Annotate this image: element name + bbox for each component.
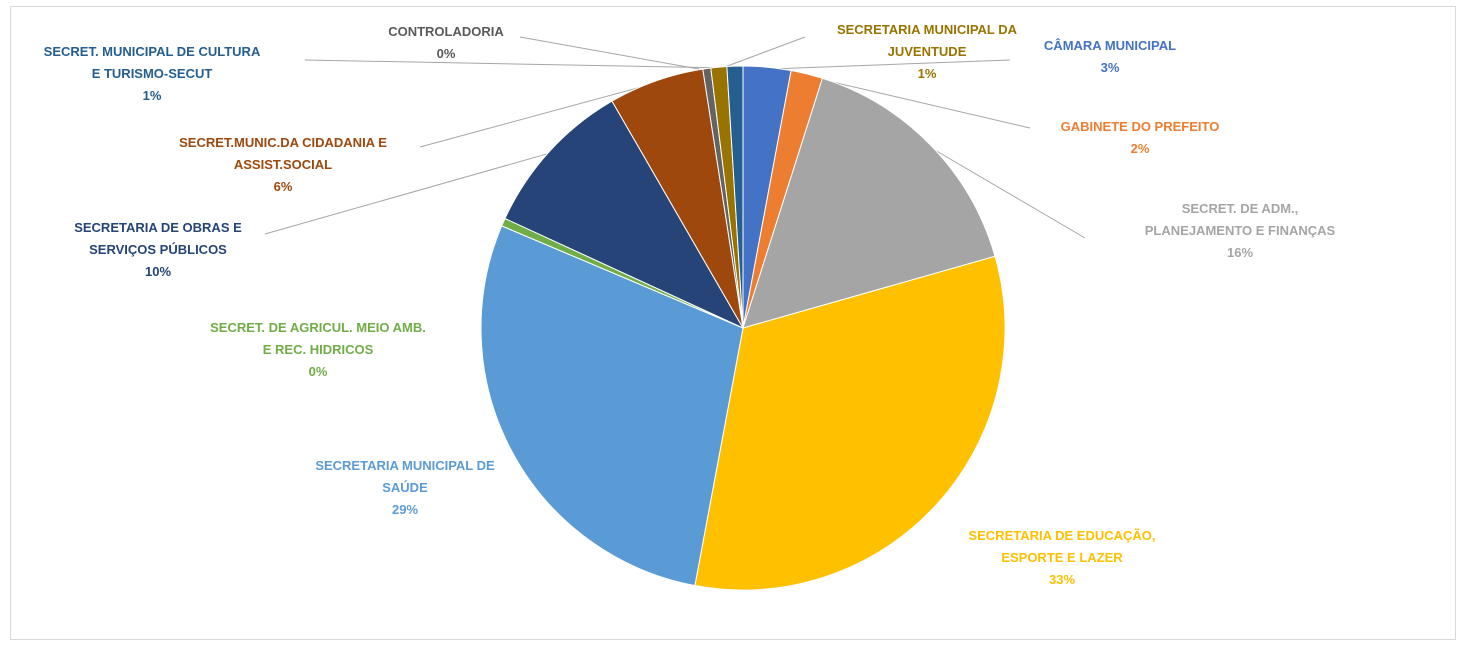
data-label-category-3: SECRETARIA DE EDUCAÇÃO, [968, 528, 1155, 543]
pie-slices [480, 65, 1006, 591]
data-label-category-10: SECRET. MUNICIPAL DE CULTURA [44, 44, 261, 59]
leader-lines [264, 36, 1086, 239]
data-label-pct-5: 0% [309, 364, 328, 379]
leader-line-9 [718, 36, 806, 70]
leader-line-1 [806, 75, 1031, 129]
leader-line-7 [419, 82, 657, 148]
data-label-category-6: SECRETARIA DE OBRAS E [74, 220, 242, 235]
data-label-category-0: CÂMARA MUNICIPAL [1044, 38, 1176, 53]
leader-line-6 [264, 152, 552, 235]
data-label-pct-10: 1% [143, 88, 162, 103]
data-label-category-9: JUVENTUDE [888, 44, 967, 59]
data-label-category-3: ESPORTE E LAZER [1001, 550, 1123, 565]
data-label-pct-8: 0% [437, 46, 456, 61]
data-label-pct-7: 6% [274, 179, 293, 194]
data-label-category-8: CONTROLADORIA [388, 24, 504, 39]
data-label-category-2: PLANEJAMENTO E FINANÇAS [1145, 223, 1336, 238]
leader-line-2 [929, 146, 1086, 239]
data-label-pct-9: 1% [918, 66, 937, 81]
data-labels: CÂMARA MUNICIPAL 3% GABINETE DO PREFEITO 2%… [44, 22, 1336, 587]
data-label-pct-0: 3% [1101, 60, 1120, 75]
pie-slice-4 [480, 225, 744, 587]
data-label-category-9: SECRETARIA MUNICIPAL DA [837, 22, 1018, 37]
data-label-pct-3: 33% [1049, 572, 1075, 587]
data-label-category-6: SERVIÇOS PÚBLICOS [89, 242, 227, 257]
data-label-pct-4: 29% [392, 502, 418, 517]
leader-line-8 [519, 36, 708, 71]
data-label-category-4: SECRETARIA MUNICIPAL DE [315, 458, 495, 473]
data-label-category-10: E TURISMO-SECUT [92, 66, 213, 81]
data-label-pct-2: 16% [1227, 245, 1253, 260]
leader-line-10 [304, 59, 736, 69]
data-label-pct-6: 10% [145, 264, 171, 279]
data-label-pct-1: 2% [1131, 141, 1150, 156]
pie-slice-10 [726, 65, 744, 329]
leader-line-0 [766, 59, 1011, 70]
data-label-category-7: SECRET.MUNIC.DA CIDADANIA E [179, 135, 387, 150]
pie-slice-3 [694, 255, 1006, 591]
data-label-category-1: GABINETE DO PREFEITO [1061, 119, 1220, 134]
data-label-category-5: SECRET. DE AGRICUL. MEIO AMB. [210, 320, 426, 335]
data-label-category-2: SECRET. DE ADM., [1182, 201, 1299, 216]
data-label-category-7: ASSIST.SOCIAL [234, 157, 332, 172]
data-label-category-5: E REC. HIDRICOS [263, 342, 374, 357]
pie-slice-2 [742, 77, 996, 329]
pie-slice-6 [504, 100, 745, 330]
data-label-category-4: SAÚDE [382, 480, 428, 495]
